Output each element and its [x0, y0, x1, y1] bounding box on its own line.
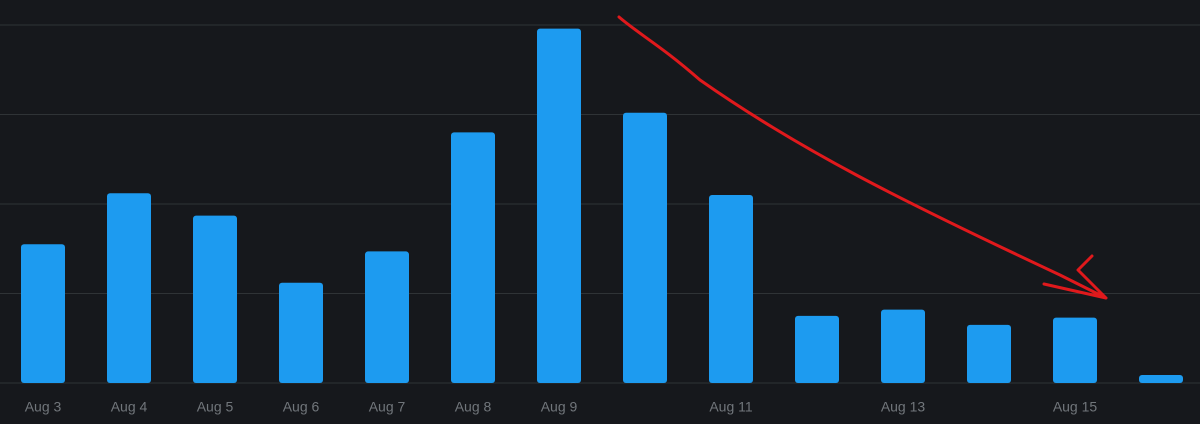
- bar: [881, 309, 925, 383]
- bar: [365, 251, 409, 383]
- bar: [623, 112, 667, 384]
- bar: [1139, 374, 1183, 383]
- bar: [21, 244, 65, 383]
- x-tick-label: Aug 13: [881, 399, 926, 415]
- bar: [795, 315, 839, 383]
- bar: [1053, 317, 1097, 383]
- plot-area: Aug 3 Aug 4 Aug 5 Aug 6 Aug 7 Aug 8 Aug 9 Aug 1…: [0, 24, 1200, 415]
- x-tick-label: Aug 3: [25, 399, 62, 415]
- bar: [709, 195, 753, 383]
- bar: [451, 132, 495, 383]
- annotation-arrow: [617, 15, 1108, 300]
- bar: [193, 215, 237, 383]
- x-tick-label: Aug 7: [369, 399, 406, 415]
- x-tick-label: Aug 6: [283, 399, 320, 415]
- bar: [279, 282, 323, 383]
- x-tick-label: Aug 11: [709, 399, 753, 415]
- x-tick-label: Aug 8: [455, 399, 492, 415]
- x-tick-label: Aug 15: [1053, 399, 1098, 415]
- bar: [967, 324, 1011, 383]
- bar: [537, 28, 581, 384]
- bar: [107, 193, 151, 383]
- x-tick-label: Aug 9: [541, 399, 578, 415]
- x-tick-label: Aug 5: [197, 399, 234, 415]
- x-tick-label: Aug 4: [111, 399, 148, 415]
